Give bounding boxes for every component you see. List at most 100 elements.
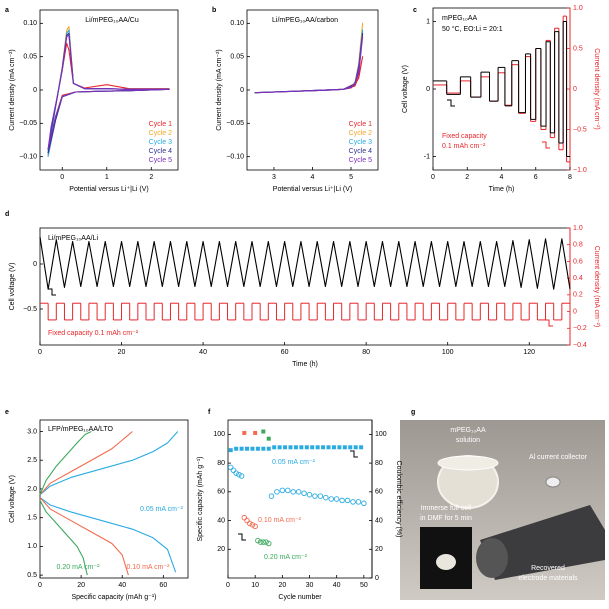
y-axis-label: Current density (mA cm⁻²) xyxy=(9,49,16,131)
x-tick-label: 20 xyxy=(118,349,126,356)
y-axis-label: Cell voltage (V) xyxy=(9,263,16,311)
circle-marker xyxy=(333,496,340,502)
circle-marker xyxy=(257,539,264,545)
x-axis-label: Cycle number xyxy=(278,594,322,601)
panel-label: g xyxy=(411,409,415,416)
x-axis-label: Specific capacity (mAh g⁻¹) xyxy=(72,594,157,601)
chart-title: Li/mPEG₁₀AA/Cu xyxy=(85,17,139,24)
y-tick-label: 2.5 xyxy=(27,457,37,464)
series-line xyxy=(254,29,364,94)
square-marker xyxy=(253,430,258,435)
square-marker xyxy=(310,445,315,450)
axis-icons xyxy=(48,99,553,541)
circle-marker xyxy=(236,471,242,478)
y2-tick-label: 100 xyxy=(375,431,387,438)
x-tick-label: 6 xyxy=(534,174,538,181)
y-tick-label: 60 xyxy=(217,489,225,496)
y-axis-label: Cell voltage (V) xyxy=(9,475,16,523)
square-marker xyxy=(245,446,250,451)
y2-tick-label: 60 xyxy=(375,489,383,496)
annotation: Fixed capacity xyxy=(442,133,487,140)
series-label: 0.05 mA cm⁻² xyxy=(272,459,316,466)
y2-tick-label: 0.2 xyxy=(573,292,583,299)
y2-axis-label: Current density (mA cm⁻²) xyxy=(593,246,600,328)
plot-frame xyxy=(246,9,379,171)
circle-marker xyxy=(274,489,280,495)
x-tick-label: 2 xyxy=(149,174,153,181)
circle-marker xyxy=(355,499,362,505)
square-marker xyxy=(266,436,271,441)
square-marker xyxy=(266,446,271,451)
square-marker xyxy=(261,446,266,451)
y2-tick-label: 80 xyxy=(375,460,383,467)
chart-title: LFP/mPEG₁₀AA/LTO xyxy=(48,426,113,433)
photo-caption: mPEG₁₀AA xyxy=(450,427,486,434)
y-axis-label: Specific capacity (mAh g⁻¹) xyxy=(197,457,204,542)
square-marker xyxy=(228,448,233,453)
x-tick-label: 4 xyxy=(500,174,504,181)
square-marker xyxy=(342,445,347,450)
y-tick-label: 0.05 xyxy=(23,54,37,61)
panel-label: e xyxy=(5,409,9,416)
y2-tick-label: 1.0 xyxy=(573,225,583,232)
y-tick-label: 0.05 xyxy=(230,54,244,61)
series-line xyxy=(39,430,92,576)
y2-tick-label: −0.2 xyxy=(573,325,587,332)
circle-marker xyxy=(290,489,296,495)
y2-tick-label: −0.5 xyxy=(573,126,587,133)
y2-axis-label: Current density (mA cm⁻²) xyxy=(593,48,600,130)
x-tick-label: 20 xyxy=(278,582,286,589)
axis-icon xyxy=(350,450,358,458)
series-line xyxy=(254,32,364,94)
annotation: 50 °C, EO:Li = 20:1 xyxy=(442,25,503,33)
circle-marker xyxy=(233,470,239,476)
x-tick-label: 0 xyxy=(431,174,435,181)
x-tick-label: 0 xyxy=(226,582,230,589)
y2-tick-label: 0 xyxy=(573,308,577,315)
circle-marker xyxy=(252,523,258,530)
annotation: 0.1 mAh cm⁻² xyxy=(442,143,486,150)
square-marker xyxy=(315,445,320,450)
panel-label: d xyxy=(5,211,9,218)
y-tick-label: −0.10 xyxy=(226,154,244,161)
y2-tick-label: 0 xyxy=(375,575,379,582)
x-tick-label: 8 xyxy=(568,174,572,181)
y2-tick-label: 0.4 xyxy=(573,275,583,282)
square-marker xyxy=(261,429,266,434)
y-tick-label: 100 xyxy=(213,431,225,438)
panel-label: b xyxy=(212,7,216,14)
square-marker xyxy=(283,445,288,450)
legend-entry: Cycle 1 xyxy=(149,121,172,128)
square-marker xyxy=(239,446,244,451)
x-tick-label: 100 xyxy=(442,349,454,356)
circle-marker xyxy=(241,514,248,521)
circle-marker xyxy=(230,467,237,474)
x-tick-label: 50 xyxy=(360,582,368,589)
y2-tick-label: −1.0 xyxy=(573,167,587,174)
photo-caption: solution xyxy=(456,437,480,444)
chart-title: Li/mPEG₁₀AA/Li xyxy=(48,235,98,242)
circle-marker xyxy=(301,490,307,497)
chart-title: Li/mPEG₁₀AA/carbon xyxy=(272,17,338,24)
series-line xyxy=(47,34,170,151)
circle-marker xyxy=(255,537,261,544)
square-marker xyxy=(348,445,353,450)
circle-marker xyxy=(246,520,253,527)
square-marker xyxy=(272,445,277,450)
photo-caption: in DMF for 5 min xyxy=(420,515,472,522)
y-tick-label: 0.10 xyxy=(230,20,244,27)
y2-axis-label: Coulombic efficiency (%) xyxy=(395,461,402,538)
y-tick-label: 1.5 xyxy=(27,515,37,522)
legend-entry: Cycle 4 xyxy=(349,148,372,155)
y-tick-label: 1 xyxy=(426,18,430,25)
legend-entry: Cycle 2 xyxy=(349,130,372,137)
axis-icon xyxy=(48,288,56,296)
circle-marker xyxy=(295,489,302,495)
x-tick-label: 10 xyxy=(251,582,259,589)
legend-entry: Cycle 2 xyxy=(149,130,172,137)
circle-marker xyxy=(344,497,351,504)
y-tick-label: 0 xyxy=(33,87,37,94)
x-tick-label: 2 xyxy=(465,174,469,181)
y-tick-label: 80 xyxy=(217,460,225,467)
circle-marker xyxy=(339,497,345,504)
